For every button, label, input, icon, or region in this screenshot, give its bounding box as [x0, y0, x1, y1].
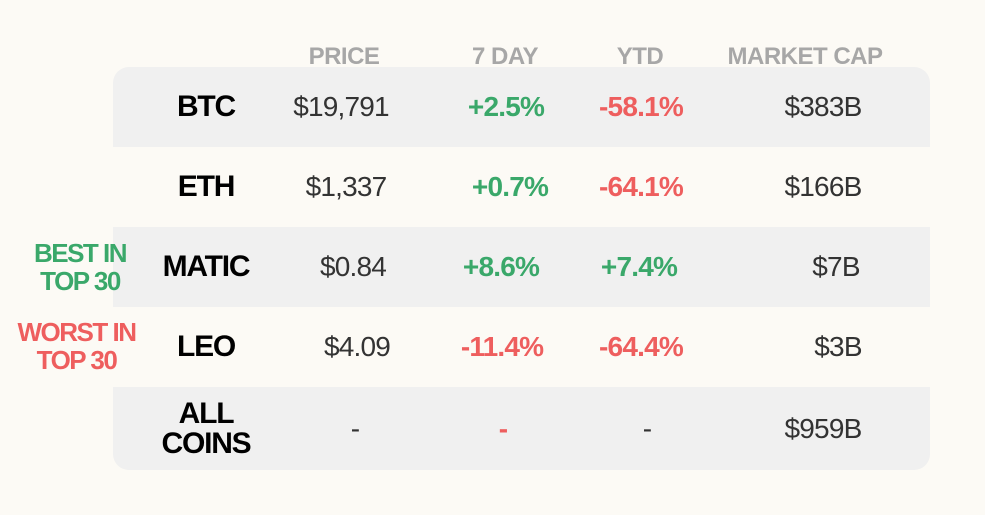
table-row-eth: ETH $1,337 +0.7% -64.1% $166B: [113, 147, 930, 227]
ytd-change: +7.4%: [600, 251, 678, 282]
coin-name: BTC: [176, 90, 236, 123]
price-value: $1,337: [305, 171, 388, 202]
seven-day-change: -: [498, 412, 508, 444]
table-row-all-coins: ALL COINS - - - $959B: [113, 387, 930, 470]
header-market-cap: MARKET CAP: [727, 43, 884, 70]
worst-in-top-30-label: WORST IN TOP 30: [4, 318, 149, 374]
price-value: $19,791: [293, 91, 389, 122]
market-cap-value: $7B: [812, 251, 860, 282]
ytd-change: -64.1%: [599, 171, 684, 202]
coin-name: LEO: [176, 330, 236, 363]
header-ytd: YTD: [616, 43, 664, 70]
table-row-btc: BTC $19,791 +2.5% -58.1% $383B: [113, 67, 930, 147]
ytd-change: -64.4%: [599, 331, 684, 362]
seven-day-change: +8.6%: [462, 251, 540, 282]
price-value: $0.84: [319, 251, 387, 282]
best-in-top-30-label: BEST IN TOP 30: [10, 239, 150, 295]
market-cap-value: $383B: [784, 91, 863, 122]
header-price: PRICE: [308, 43, 380, 70]
coin-name-line1: ALL: [178, 396, 235, 430]
coin-name: ETH: [177, 170, 236, 203]
coin-name-line2: COINS: [161, 426, 251, 460]
seven-day-change: -11.4%: [460, 331, 544, 362]
best-label-line2: TOP 30: [40, 266, 121, 296]
table-row-matic: MATIC $0.84 +8.6% +7.4% $7B: [113, 227, 930, 307]
crypto-table: BTC $19,791 +2.5% -58.1% $383B ETH $1,33…: [113, 67, 930, 470]
market-cap-value: $3B: [814, 331, 862, 362]
coin-name: MATIC: [162, 250, 251, 283]
seven-day-change: +0.7%: [471, 171, 549, 202]
header-7-day: 7 DAY: [472, 43, 538, 70]
table-row-leo: LEO $4.09 -11.4% -64.4% $3B: [113, 307, 930, 387]
price-value: $4.09: [323, 331, 391, 362]
worst-label-line1: WORST IN: [17, 317, 138, 347]
ytd-change: -: [642, 412, 652, 444]
coin-name: ALL COINS: [151, 387, 261, 470]
seven-day-change: +2.5%: [467, 91, 545, 122]
best-label-line1: BEST IN: [33, 238, 128, 268]
price-value: -: [350, 412, 360, 444]
worst-label-line2: TOP 30: [36, 345, 118, 375]
market-cap-value: $959B: [784, 412, 863, 444]
ytd-change: -58.1%: [599, 91, 684, 122]
market-cap-value: $166B: [784, 171, 863, 202]
